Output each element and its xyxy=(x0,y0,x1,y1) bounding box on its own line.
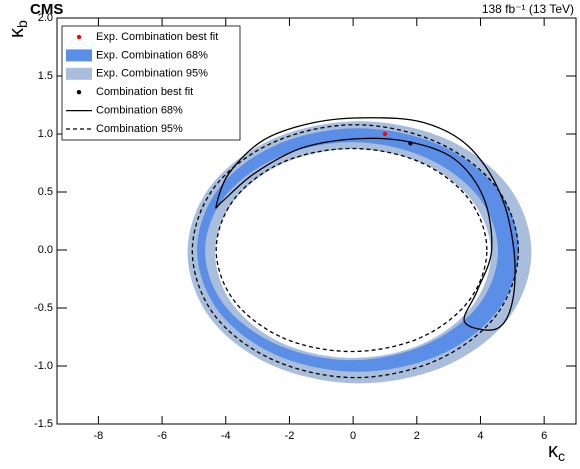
y-axis-label: κb xyxy=(6,20,29,38)
contour-line xyxy=(191,124,520,379)
y-tick-label: -0.5 xyxy=(34,302,53,314)
x-tick-label: -6 xyxy=(157,430,167,442)
legend-label: Combination best fit xyxy=(96,86,193,98)
legend-label: Combination 68% xyxy=(96,105,183,117)
legend-marker xyxy=(76,34,82,40)
x-tick-label: 4 xyxy=(477,430,483,442)
legend-label: Exp. Combination 68% xyxy=(96,49,208,61)
x-tick-label: 2 xyxy=(414,430,420,442)
contour-line xyxy=(215,147,488,353)
contour-line xyxy=(215,117,516,331)
chart-title: CMS xyxy=(30,1,63,18)
legend-label: Exp. Combination best fit xyxy=(96,31,218,43)
y-tick-label: 2.0 xyxy=(38,12,53,24)
y-tick-label: 0.5 xyxy=(38,186,53,198)
legend-label: Exp. Combination 95% xyxy=(96,68,208,80)
y-label-subscript: b xyxy=(14,20,30,28)
y-tick-label: -1.0 xyxy=(34,360,53,372)
plot-frame xyxy=(56,17,577,425)
x-tick-label: -2 xyxy=(285,430,295,442)
x-tick-label: 0 xyxy=(350,430,356,442)
legend-marker xyxy=(76,90,82,95)
x-label-subscript: c xyxy=(558,448,565,464)
y-tick-label: 1.0 xyxy=(38,128,53,140)
y-tick-label: 0.0 xyxy=(38,244,53,256)
best-fit-point xyxy=(408,141,413,146)
legend-swatch xyxy=(66,49,92,62)
x-tick-label: -8 xyxy=(94,430,104,442)
x-tick-label: 6 xyxy=(541,430,547,442)
legend: Exp. Combination best fit Exp. Combinatio… xyxy=(61,25,241,141)
y-label-symbol: κ xyxy=(6,27,28,38)
y-tick-label: -1.5 xyxy=(34,418,53,430)
x-axis-label: κc xyxy=(548,440,565,463)
x-tick-label: -4 xyxy=(221,430,231,442)
y-tick-label: 1.5 xyxy=(38,70,53,82)
legend-swatch xyxy=(66,67,92,80)
legend-label: Combination 95% xyxy=(96,123,183,135)
best-fit-point xyxy=(382,131,388,137)
legend-box xyxy=(61,25,241,141)
x-label-symbol: κ xyxy=(548,440,559,462)
chart-subtitle: 138 fb⁻¹ (13 TeV) xyxy=(482,2,574,16)
